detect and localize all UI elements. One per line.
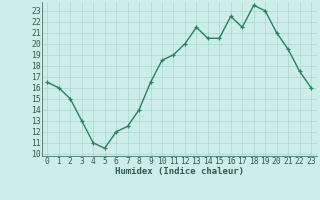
X-axis label: Humidex (Indice chaleur): Humidex (Indice chaleur) <box>115 167 244 176</box>
